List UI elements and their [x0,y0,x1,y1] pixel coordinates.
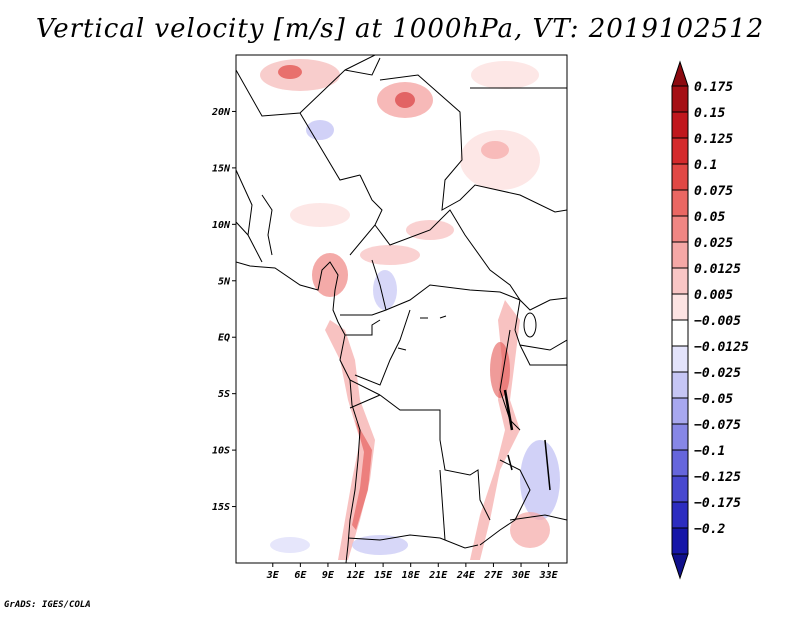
colorbar-label: −0.005 [694,314,741,329]
colorbar-swatch [671,501,689,529]
colorbar-swatch [671,449,689,477]
colorbar-min-arrow [671,553,689,580]
lon-tick-label: 21E [428,570,448,581]
colorbar-swatch [671,85,689,113]
colorbar-swatch [671,319,689,347]
colorbar-label: −0.0125 [694,340,749,355]
colorbar-label: −0.1 [694,444,725,459]
lat-tick-label: 20N [211,107,231,118]
lat-tick-label: 5S [218,389,230,400]
colorbar-swatch [671,189,689,217]
colorbar-swatch [671,371,689,399]
colorbar-label: −0.125 [694,470,741,485]
colorbar-label: −0.025 [694,366,741,381]
lon-axis: 3E 6E 9E 12E 15E 18E 21E 24E 27E 30E 33E [266,563,559,581]
colorbar-label: 0.005 [694,288,733,303]
colorbar-swatch [671,241,689,269]
lon-tick-label: 33E [539,570,559,581]
colorbar-label: 0.15 [694,106,725,121]
lon-tick-label: 12E [346,570,365,581]
lon-tick-label: 30E [511,570,531,581]
colorbar-swatch [671,345,689,373]
colorbar-swatch [671,293,689,321]
colorbar-label: 0.05 [694,210,725,225]
lat-axis: 20N 15N 10N 5N EQ 5S 10S 15S [211,107,236,513]
lat-tick-label: 15N [212,163,231,174]
colorbar-label: 0.125 [694,132,733,147]
lat-tick-label: 10S [212,446,230,457]
lon-tick-label: 27E [483,570,503,581]
colorbar-swatch [671,111,689,139]
grads-credit: GrADS: IGES/COLA [4,600,91,610]
colorbar-label: 0.025 [694,236,733,251]
velocity-field [236,55,567,563]
lat-tick-label: 5N [218,276,231,287]
colorbar-label: −0.175 [694,496,741,511]
colorbar-max-arrow [671,60,689,87]
colorbar-swatch [671,163,689,191]
colorbar-swatch [671,527,689,555]
colorbar-label: −0.075 [694,418,741,433]
colorbar-label: 0.0125 [694,262,741,277]
plot-frame [235,54,568,564]
colorbar-swatch [671,397,689,425]
colorbar-swatch [671,423,689,451]
lon-tick-label: 15E [374,570,393,581]
colorbar-label: 0.1 [694,158,717,173]
colorbar-label: 0.175 [694,80,733,95]
lon-tick-label: 18E [402,570,421,581]
lat-tick-label: 10N [212,220,231,231]
lat-tick-label: 15S [212,502,230,513]
colorbar: 0.175 0.15 0.125 0.1 0.075 0.05 0.025 0.0125 0.0… [671,60,749,580]
lon-tick-label: 24E [456,570,476,581]
country-boundaries [236,55,567,563]
map-title: Vertical velocity [m/s] at 1000hPa, VT: … [35,14,765,44]
colorbar-label: −0.05 [694,392,733,407]
colorbar-swatch [671,267,689,295]
colorbar-swatch [671,475,689,503]
colorbar-label: −0.2 [694,522,725,537]
colorbar-swatch [671,137,689,165]
lat-tick-label: EQ [218,333,230,344]
colorbar-label: 0.075 [694,184,733,199]
lon-tick-label: 6E [294,570,307,581]
lon-tick-label: 3E [266,570,280,581]
lon-tick-label: 9E [322,570,335,581]
colorbar-swatch [671,215,689,243]
